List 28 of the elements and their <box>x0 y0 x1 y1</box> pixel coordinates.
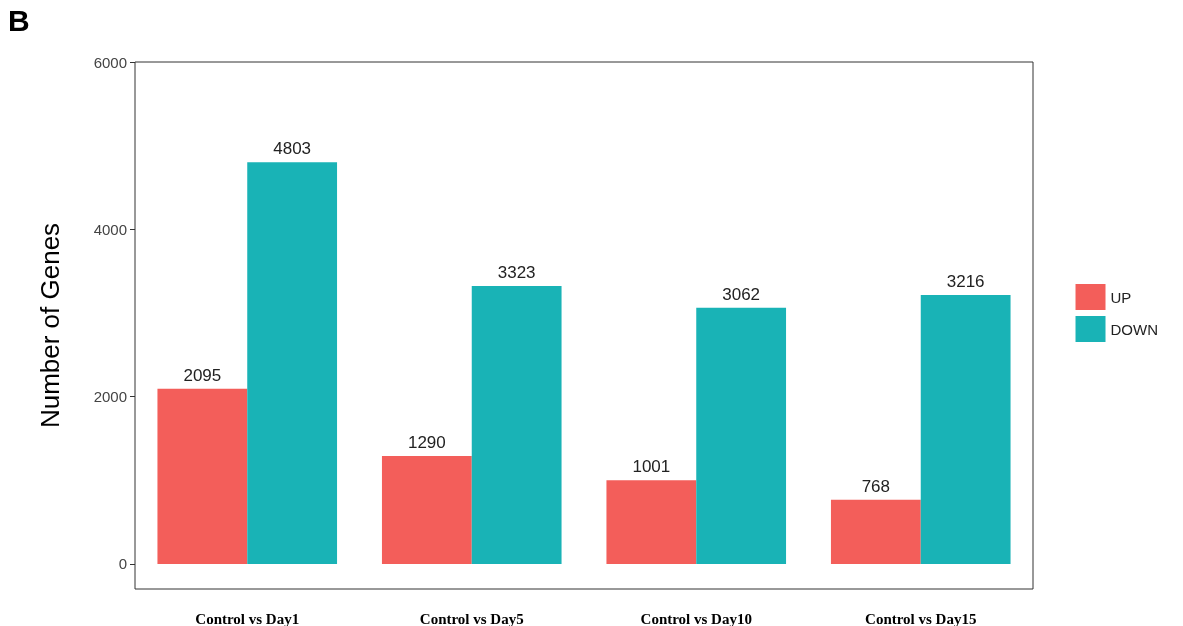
legend-label: UP <box>1110 288 1132 306</box>
x-tick-label: Control vs Day5 <box>419 610 524 626</box>
y-tick-label: 2000 <box>93 388 127 406</box>
x-tick-label: Control vs Day15 <box>865 610 977 626</box>
y-axis-title: Number of Genes <box>35 222 65 429</box>
bar <box>157 388 248 564</box>
bar <box>471 285 562 564</box>
bar <box>606 480 697 564</box>
x-tick-label: Control vs Day1 <box>195 610 300 626</box>
y-tick-label: 0 <box>118 555 127 573</box>
y-tick-label: 4000 <box>93 220 127 238</box>
data-label: 3062 <box>722 284 761 304</box>
text: B <box>8 3 30 37</box>
bar <box>696 307 787 564</box>
data-label: 1290 <box>407 433 446 452</box>
data-label: 2095 <box>183 365 222 385</box>
y-tick-label: 6000 <box>93 53 127 71</box>
bar <box>830 499 921 564</box>
data-label: 3216 <box>946 271 985 291</box>
legend-label: DOWN <box>1110 320 1159 338</box>
bar <box>381 456 472 564</box>
bar <box>920 294 1011 564</box>
data-label: 4803 <box>273 139 312 159</box>
bar <box>247 162 338 564</box>
data-label: 768 <box>861 476 891 496</box>
data-label: 3323 <box>497 262 536 282</box>
x-tick-label: Control vs Day10 <box>640 610 752 626</box>
data-label: 1001 <box>632 457 671 477</box>
